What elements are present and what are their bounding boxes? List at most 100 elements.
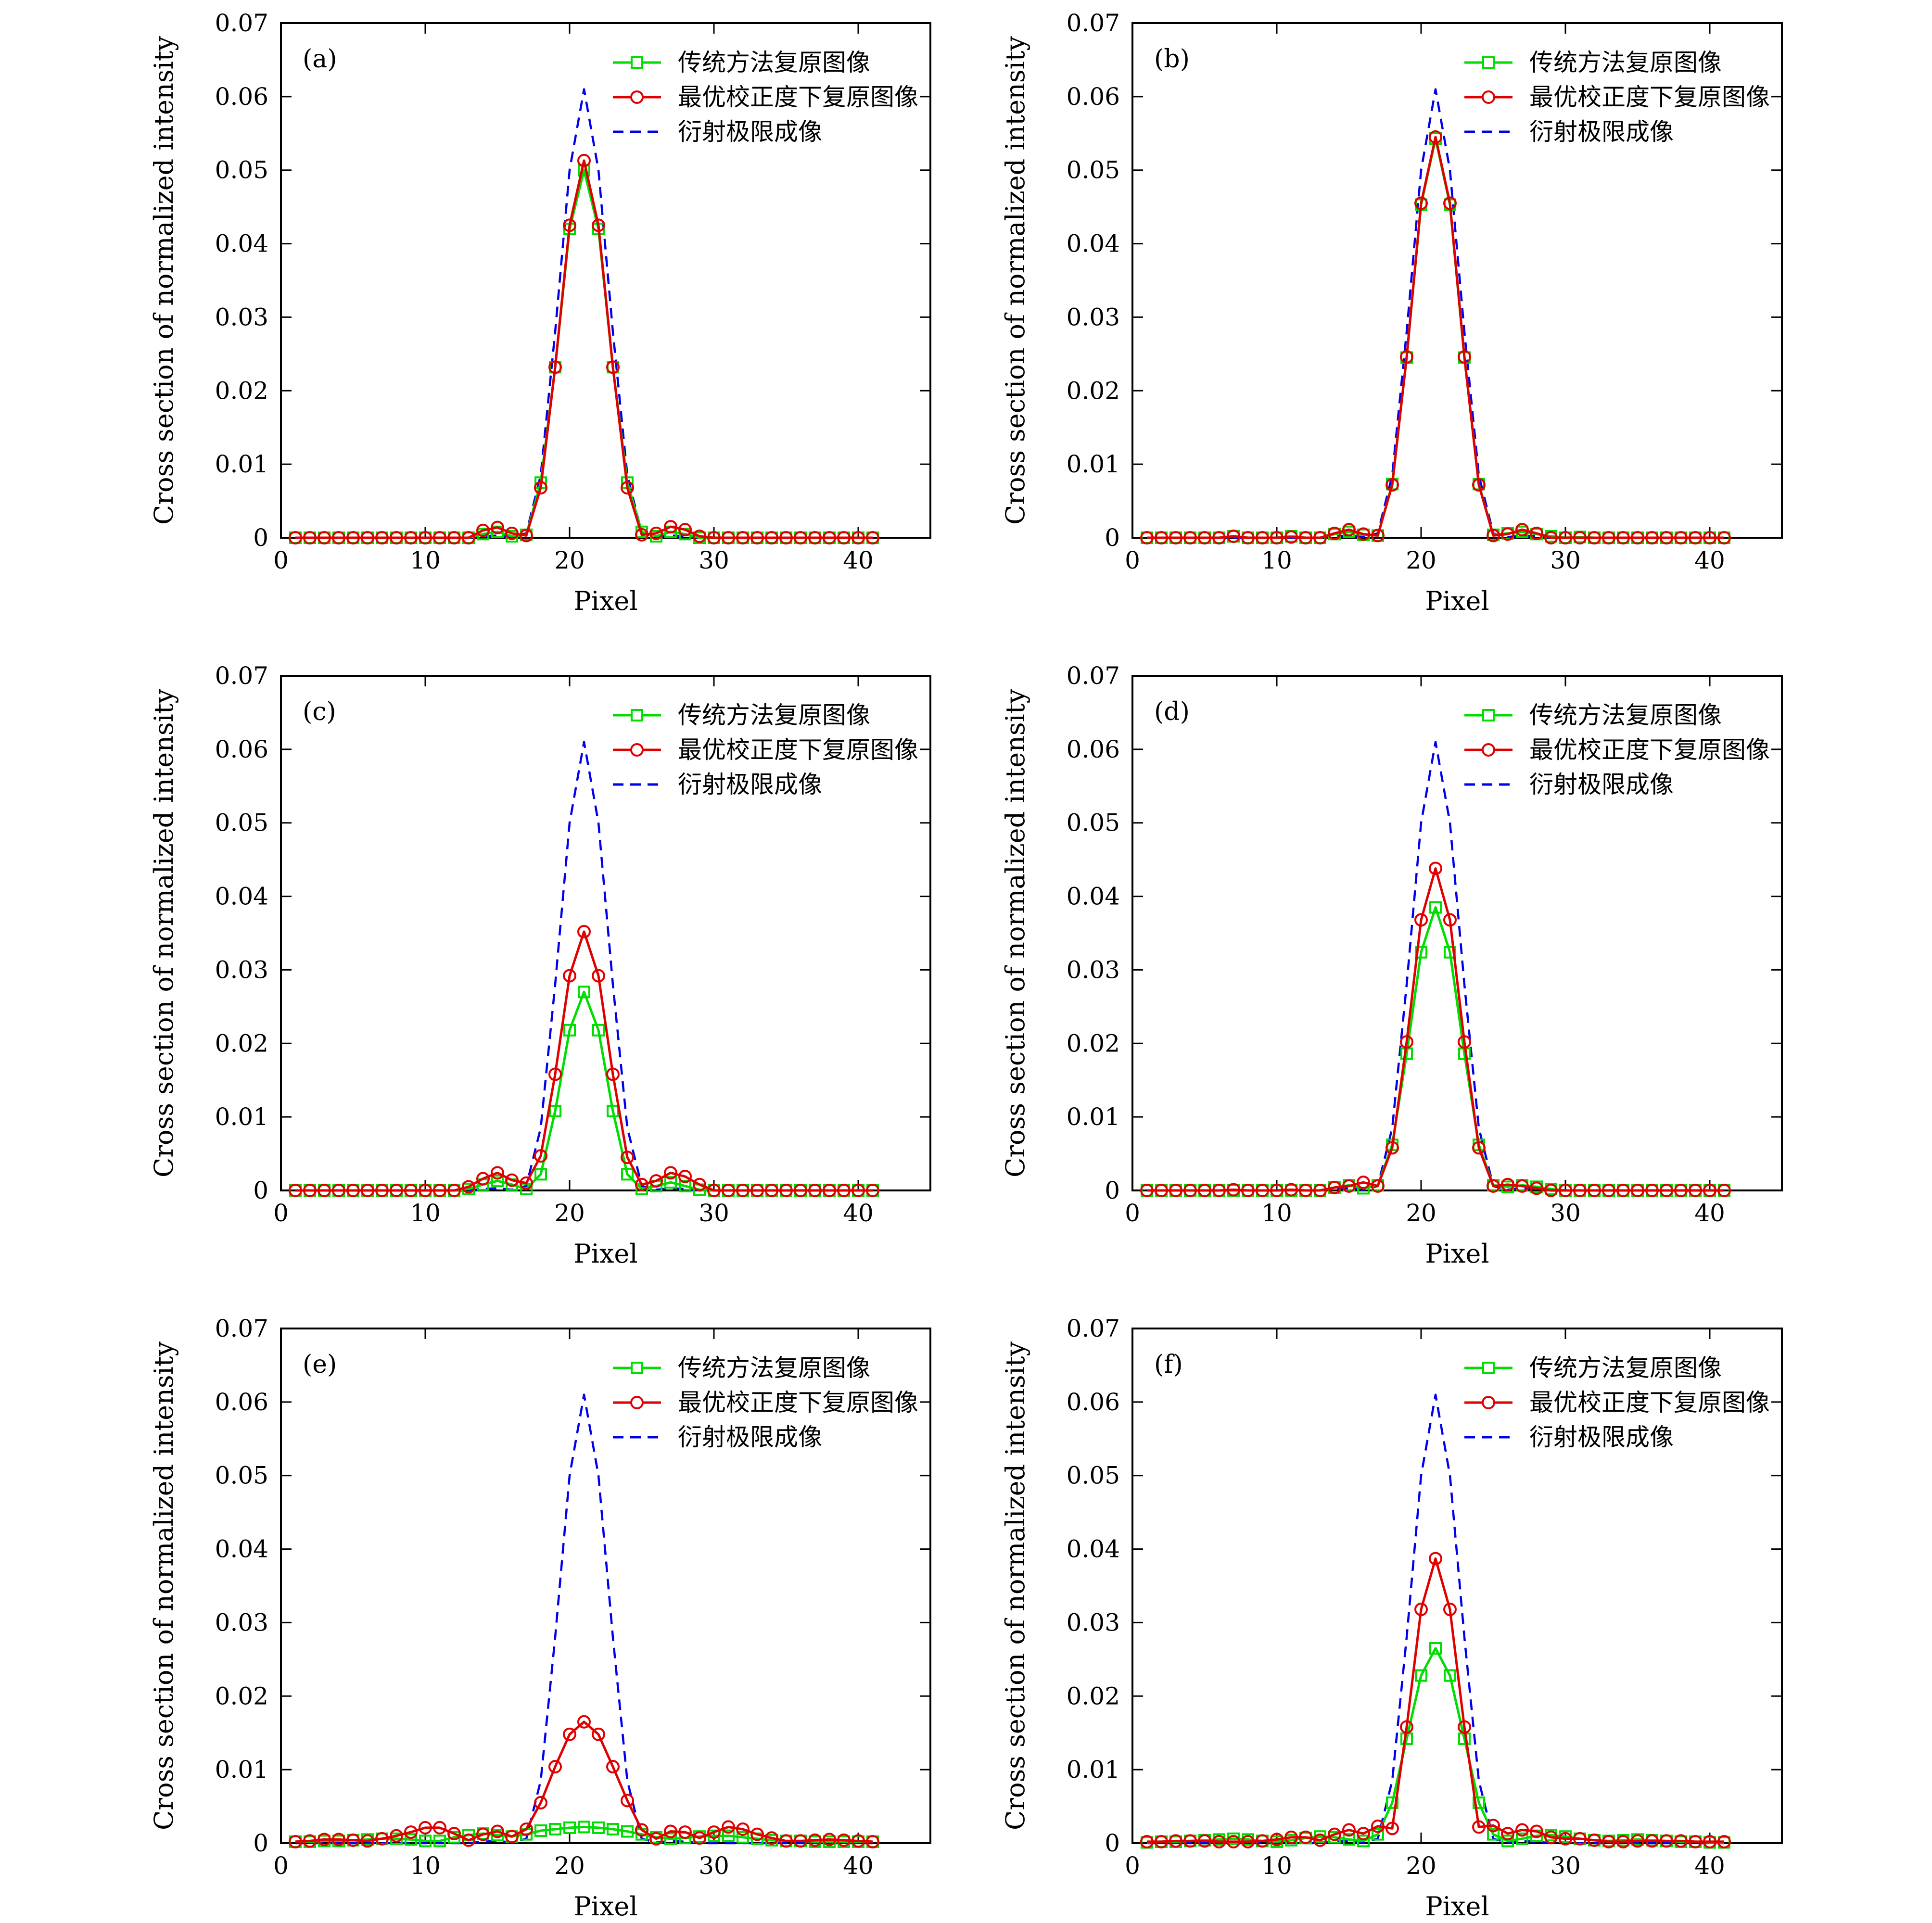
- data-point-traditional: [534, 1168, 547, 1181]
- data-point-optimal: [404, 1184, 418, 1197]
- data-point-optimal: [289, 1834, 302, 1848]
- data-point-optimal: [1674, 1184, 1688, 1197]
- data-point-optimal: [1270, 1833, 1284, 1847]
- data-point-optimal: [1530, 1824, 1543, 1838]
- data-point-traditional: [722, 1829, 735, 1842]
- data-point-optimal: [390, 1829, 403, 1843]
- data-point-optimal: [606, 1067, 620, 1081]
- data-point-optimal: [1530, 526, 1543, 540]
- y-tick-label: 0.04: [215, 230, 268, 258]
- y-tick-label: 0.03: [1067, 303, 1120, 331]
- data-point-optimal: [1443, 913, 1457, 927]
- data-point-optimal: [1385, 478, 1399, 492]
- data-point-optimal: [375, 531, 389, 544]
- legend-entry-optimal: 最优校正度下复原图像: [1464, 83, 1770, 111]
- data-point-optimal: [361, 1834, 374, 1848]
- data-point-optimal: [1515, 523, 1529, 537]
- data-point-optimal: [404, 1825, 418, 1839]
- legend-entry-optimal: 最优校正度下复原图像: [613, 1389, 918, 1417]
- data-point-optimal: [1169, 531, 1182, 544]
- data-point-optimal: [1501, 527, 1514, 541]
- data-point-traditional: [405, 1833, 417, 1846]
- data-point-optimal: [447, 1184, 461, 1197]
- legend-label: 最优校正度下复原图像: [1529, 736, 1770, 764]
- legend-marker-circle: [1482, 1396, 1495, 1409]
- data-point-traditional: [621, 1168, 634, 1181]
- data-point-optimal: [852, 531, 865, 544]
- x-tick-label: 30: [699, 1852, 729, 1880]
- data-point-optimal: [750, 1827, 764, 1841]
- plot-frame: [280, 1328, 931, 1844]
- data-point-optimal: [1357, 527, 1370, 541]
- data-point-optimal: [1660, 1184, 1673, 1197]
- y-tick-label: 0.05: [1067, 809, 1120, 837]
- data-point-optimal: [318, 1833, 331, 1847]
- data-point-optimal: [1559, 1832, 1572, 1846]
- data-point-optimal: [1689, 531, 1702, 544]
- y-tick-label: 0.02: [215, 1029, 268, 1057]
- data-point-optimal: [390, 531, 403, 544]
- data-point-optimal: [693, 529, 706, 543]
- chart-panel: 0 10 20 30 40 0 0.01 0.02 0.03 0.04 0.05 0.06 0.07 Pi…: [1000, 1315, 1783, 1922]
- x-tick-label: 10: [410, 1199, 441, 1227]
- data-point-optimal: [520, 1176, 533, 1190]
- data-point-optimal: [1342, 1179, 1356, 1193]
- data-point-optimal: [1429, 1552, 1442, 1566]
- legend-label: 传统方法复原图像: [1529, 701, 1722, 729]
- y-tick-label: 0: [1105, 524, 1120, 552]
- legend-marker-circle: [630, 743, 644, 757]
- data-point-optimal: [1328, 526, 1341, 540]
- series-line-traditional: [1147, 906, 1724, 1192]
- data-point-optimal: [722, 1820, 735, 1834]
- data-point-traditional: [679, 1179, 691, 1192]
- panel-tag: (c): [303, 697, 336, 726]
- data-point-optimal: [505, 526, 519, 540]
- data-point-optimal: [722, 1184, 735, 1197]
- y-tick-label: 0.07: [1067, 662, 1120, 690]
- series-line-diffraction: [295, 741, 873, 1192]
- data-point-optimal: [1155, 1184, 1168, 1197]
- legend-label: 传统方法复原图像: [678, 701, 870, 729]
- data-point-optimal: [1631, 1834, 1644, 1848]
- data-point-optimal: [534, 1796, 547, 1809]
- data-point-optimal: [1458, 1720, 1471, 1734]
- data-point-optimal: [1400, 1720, 1413, 1734]
- data-point-optimal: [1602, 1184, 1615, 1197]
- y-tick-label: 0.01: [215, 1756, 268, 1784]
- data-point-optimal: [1241, 531, 1255, 544]
- series-line-optimal: [1147, 1557, 1724, 1843]
- data-point-optimal: [678, 1169, 692, 1183]
- x-tick-label: 10: [1261, 546, 1292, 574]
- y-tick-label: 0: [1105, 1177, 1120, 1204]
- data-point-optimal: [1357, 1827, 1370, 1841]
- y-tick-label: 0.07: [1067, 1315, 1120, 1342]
- data-point-optimal: [1602, 531, 1615, 544]
- series-line-diffraction: [1147, 88, 1724, 539]
- series-line-diffraction: [1147, 1393, 1724, 1845]
- data-point-traditional: [1501, 1834, 1514, 1847]
- x-tick-label: 40: [1694, 1852, 1725, 1880]
- y-tick-label: 0: [253, 524, 268, 552]
- legend-entry-diffraction: 衍射极限成像: [613, 1423, 822, 1451]
- legend-marker-circle: [630, 1396, 644, 1409]
- data-point-optimal: [1270, 1184, 1284, 1197]
- data-point-optimal: [419, 531, 432, 544]
- plot-frame: [1131, 1328, 1783, 1844]
- y-tick-label: 0.02: [1067, 1029, 1120, 1057]
- data-point-optimal: [606, 360, 620, 374]
- legend-entry-traditional: 传统方法复原图像: [1464, 701, 1722, 729]
- y-tick-label: 0.04: [215, 883, 268, 911]
- data-point-optimal: [1573, 1832, 1587, 1846]
- data-point-optimal: [1183, 531, 1197, 544]
- data-point-optimal: [1328, 1180, 1341, 1194]
- data-point-optimal: [1414, 1602, 1428, 1616]
- legend-marker-square: [631, 1362, 643, 1374]
- x-tick-label: 10: [1261, 1199, 1292, 1227]
- data-point-optimal: [693, 1177, 706, 1191]
- data-point-optimal: [548, 1760, 562, 1774]
- y-tick-label: 0.02: [215, 1682, 268, 1710]
- data-point-optimal: [837, 1184, 851, 1197]
- data-point-optimal: [563, 969, 576, 983]
- data-point-optimal: [678, 523, 692, 537]
- data-point-traditional: [1429, 1642, 1442, 1655]
